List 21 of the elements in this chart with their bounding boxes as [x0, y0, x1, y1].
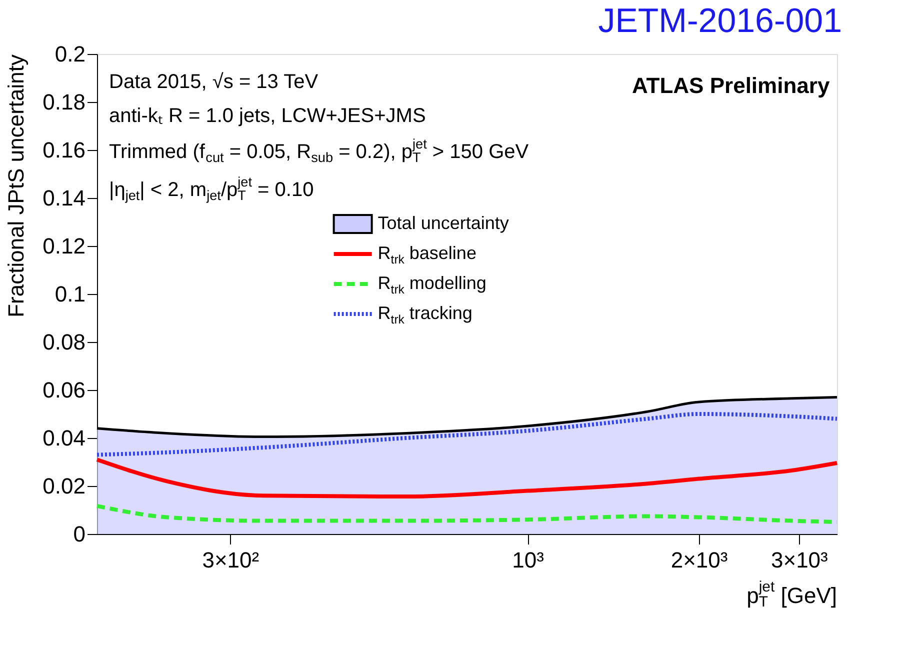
y-tick-label: 0.1	[54, 282, 86, 306]
y-tick-label: 0.16	[42, 138, 86, 162]
x-tick-label: 3×10²	[202, 548, 260, 572]
x-tick-label: 10³	[512, 548, 544, 572]
y-tick-label: 0.12	[42, 234, 86, 258]
annotation: anti-kₜ R = 1.0 jets, LCW+JES+JMS	[109, 105, 426, 127]
y-tick-label: 0	[73, 522, 86, 546]
annotation: ATLAS Preliminary	[632, 73, 830, 98]
legend-label: Total uncertainty	[378, 213, 509, 233]
y-tick-label: 0.06	[42, 378, 86, 402]
chart-title: JETM-2016-001	[598, 2, 842, 40]
y-tick-label: 0.18	[42, 90, 86, 114]
y-tick-label: 0.08	[42, 330, 86, 354]
y-tick-label: 0.04	[42, 426, 86, 450]
y-axis-title: Fractional JPtS uncertainty	[4, 54, 29, 318]
x-tick-label: 3×10³	[770, 548, 828, 572]
x-tick-label: 2×10³	[670, 548, 728, 572]
y-tick-label: 0.2	[54, 42, 86, 66]
y-tick-label: 0.14	[42, 186, 86, 210]
y-tick-label: 0.02	[42, 474, 86, 498]
annotation: Data 2015, √s = 13 TeV	[109, 71, 319, 93]
